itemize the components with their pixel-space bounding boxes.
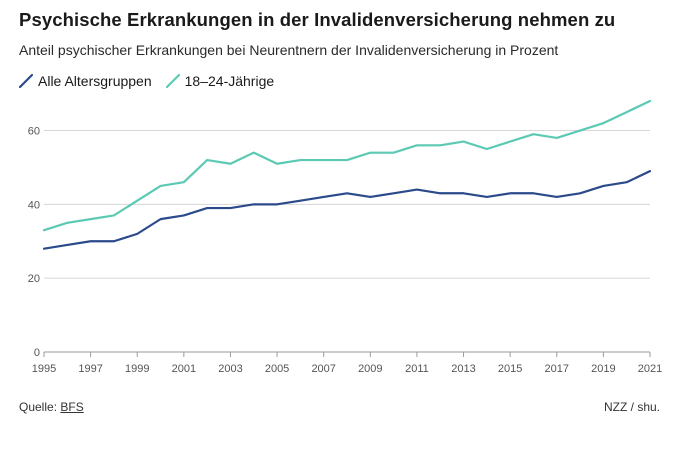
y-tick-label-20: 20 [28,273,40,285]
x-tick-label-1995: 1995 [32,363,56,375]
x-tick-label-2021: 2021 [638,363,662,375]
chart-subtitle: Anteil psychischer Erkrankungen bei Neur… [19,42,559,58]
x-tick-label-2019: 2019 [591,363,615,375]
legend-item-18-24: 18–24-Jährige [165,73,275,89]
credit-note: NZZ / shu. [603,400,660,414]
x-tick-label-2011: 2011 [405,363,429,375]
legend: Alle Altersgruppen 18–24-Jährige [19,73,288,89]
source-link[interactable]: BFS [60,400,84,414]
x-tick-label-2007: 2007 [311,363,335,375]
legend-item-all-ages: Alle Altersgruppen [19,73,152,89]
source-note: Quelle: BFS [19,400,84,414]
y-tick-label-60: 60 [28,126,40,138]
y-tick-label-0: 0 [34,347,40,359]
series-line-18-24 [42,99,652,232]
x-tick-label-2005: 2005 [265,363,289,375]
x-tick-label-2017: 2017 [545,363,569,375]
series-line-all-ages [42,170,652,250]
legend-swatch-18-24 [165,74,180,88]
y-tick-label-40: 40 [28,199,40,211]
chart-title: Psychische Erkrankungen in der Invaliden… [19,9,616,30]
legend-label-all-ages: Alle Altersgruppen [38,73,152,89]
x-tick-label-2009: 2009 [358,363,382,375]
x-tick-label-2003: 2003 [218,363,242,375]
legend-label-18-24: 18–24-Jährige [184,73,275,89]
x-tick-label-2013: 2013 [451,363,475,375]
source-label: Quelle: [19,400,58,414]
x-tick-label-1997: 1997 [78,363,102,375]
x-tick-label-2001: 2001 [172,363,196,375]
x-tick-label-1999: 1999 [125,363,149,375]
legend-swatch-all-ages [19,74,33,88]
x-tick-label-2015: 2015 [498,363,522,375]
